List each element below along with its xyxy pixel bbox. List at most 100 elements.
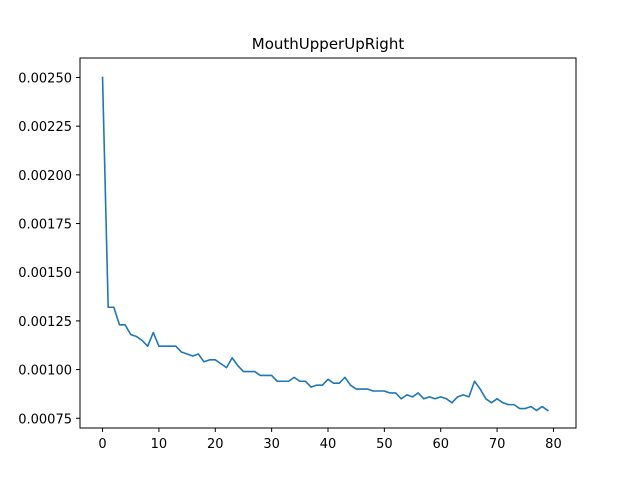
data-point [524,407,526,410]
data-point [101,76,104,79]
data-point [271,374,273,377]
y-tick-label: 0.00200 [18,169,72,184]
data-point [321,384,323,386]
data-point [372,390,374,392]
data-point [473,380,476,382]
x-tick-label: 30 [263,437,280,452]
data-point [310,386,312,388]
data-point [485,398,487,400]
data-point [535,409,538,412]
x-tick-label: 60 [432,437,449,452]
series-line [101,76,549,412]
data-point [242,370,245,373]
data-point [259,374,261,377]
data-point [349,384,352,386]
data-point [158,345,160,347]
data-point [186,353,188,355]
data-point [344,376,346,378]
data-point [451,402,453,404]
data-point [282,380,284,382]
data-point [378,390,380,392]
data-point [141,339,143,341]
data-point [513,404,515,406]
data-point [468,396,470,398]
data-point [457,396,459,398]
x-tick-label: 80 [545,437,562,452]
data-point [530,405,532,408]
data-point [411,396,414,398]
y-tick-label: 0.00125 [18,315,72,330]
data-point [225,367,228,369]
plot-series [101,76,549,412]
data-point [327,378,329,380]
data-point [197,353,199,355]
y-tick-label: 0.00150 [18,266,72,281]
data-point [445,398,447,400]
data-point [361,388,363,390]
data-point [423,398,425,400]
data-point [519,407,521,410]
data-point [316,384,318,386]
x-tick-label: 50 [376,437,393,452]
data-point [490,402,493,404]
data-point [237,365,239,367]
data-point [541,405,543,408]
data-point [124,324,126,326]
data-point [299,380,301,382]
data-point [135,335,137,338]
data-point [400,398,402,400]
data-point [192,355,194,357]
x-tick-label: 40 [320,437,337,452]
data-point [333,382,335,384]
x-tick-label: 20 [207,437,224,452]
data-point [507,404,509,406]
data-point [479,388,481,390]
data-point [417,392,419,394]
data-point [254,370,256,373]
data-point [163,345,166,347]
data-point [304,380,307,382]
data-point [434,398,436,400]
data-point [203,361,205,363]
plot-area-frame [79,57,577,429]
data-point [395,392,397,394]
data-point [118,324,121,326]
data-point [248,370,250,373]
data-point [113,306,115,308]
data-point [496,398,498,400]
x-tick-label: 70 [489,437,506,452]
x-tick-label: 10 [151,437,168,452]
data-point [152,331,154,334]
data-point [406,394,408,396]
data-point [265,374,267,377]
data-point [293,376,295,378]
data-point [355,388,357,390]
x-tick-label: 0 [98,437,106,452]
data-point [502,402,504,404]
y-tick-label: 0.00175 [18,218,72,233]
data-point [428,396,431,398]
data-point [220,363,222,365]
data-point [214,359,216,361]
y-tick-label: 0.00225 [18,120,72,135]
data-point [169,345,171,347]
chart-title: MouthUpperUpRight [252,35,405,53]
data-point [366,388,369,390]
y-tick-label: 0.00100 [18,364,72,379]
data-point [107,306,109,308]
data-point [287,380,290,382]
data-point [130,333,132,336]
y-tick-label: 0.00250 [18,71,72,86]
data-point [209,359,211,361]
data-point [180,351,183,353]
data-point [462,394,464,396]
data-point [276,380,278,382]
data-point [440,396,442,398]
data-point [338,382,340,384]
data-point [175,345,177,347]
axis-ticks: 0 10 20 30 40 50 60 70 80 0.00075 0.00100 0.00125 0.… [18,71,561,452]
data-point [547,409,549,412]
data-point [383,390,385,392]
data-point [147,345,149,347]
